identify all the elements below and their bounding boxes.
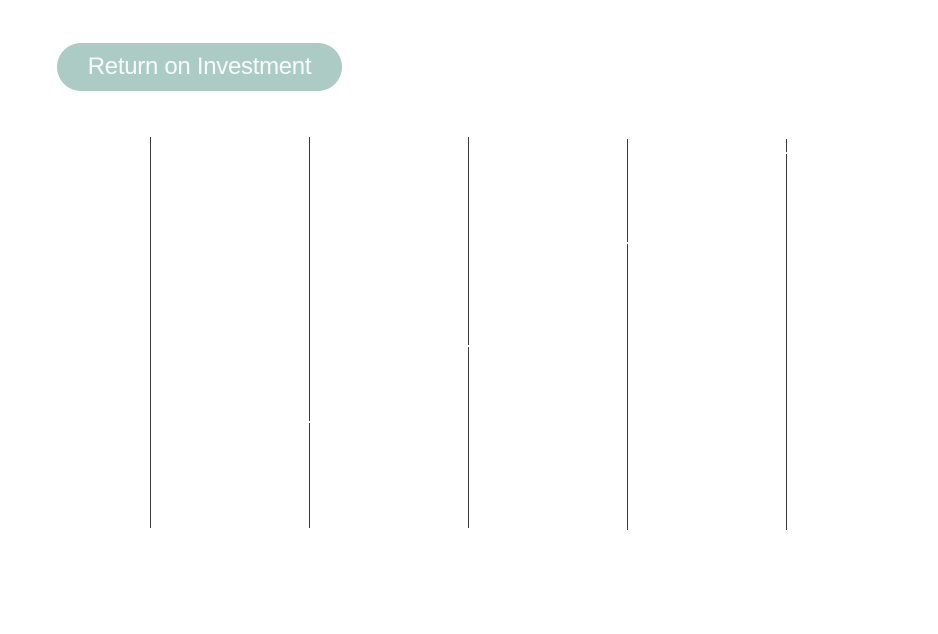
column-line-5	[786, 139, 787, 530]
title-text: Return on Investment	[87, 53, 312, 80]
line-marker-3	[467, 345, 470, 347]
line-marker-2	[308, 421, 311, 423]
column-line-3	[468, 137, 469, 528]
column-line-1	[150, 137, 151, 528]
column-line-4	[627, 139, 628, 530]
line-marker-4	[626, 242, 629, 244]
title-pill: Return on Investment	[57, 43, 342, 91]
line-marker-5	[785, 152, 788, 154]
column-line-2	[309, 137, 310, 528]
